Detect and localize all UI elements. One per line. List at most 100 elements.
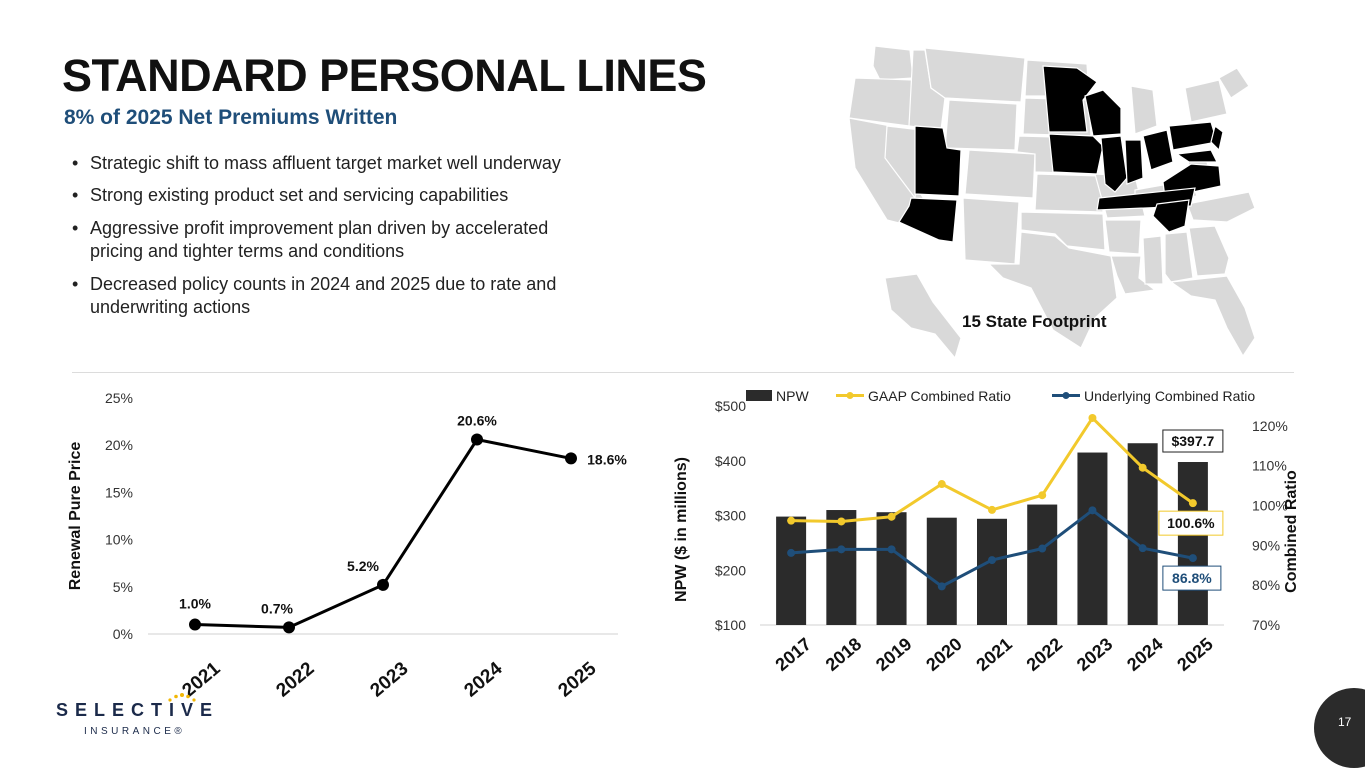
underlying-point bbox=[787, 548, 796, 557]
bullet-item: Strong existing product set and servicin… bbox=[70, 184, 670, 207]
us-map bbox=[848, 45, 1255, 360]
y-tick-label: $400 bbox=[715, 453, 746, 469]
state-tx bbox=[987, 231, 1118, 349]
gaap-point bbox=[1188, 499, 1197, 508]
npw-bar bbox=[1027, 504, 1058, 625]
section-divider bbox=[72, 372, 1294, 373]
page-number: 17 bbox=[1338, 715, 1352, 729]
x-tick-label: 2022 bbox=[273, 658, 319, 700]
underlying-point bbox=[1188, 554, 1197, 563]
x-tick-label: 2023 bbox=[367, 658, 413, 700]
bullet-list: Strategic shift to mass affluent target … bbox=[70, 152, 670, 329]
npw-bar bbox=[776, 516, 807, 625]
underlying-point bbox=[1088, 506, 1097, 515]
legend-marker bbox=[1062, 392, 1070, 399]
y-right-tick-label: 80% bbox=[1252, 577, 1280, 593]
data-point bbox=[565, 452, 577, 465]
y-right-tick-label: 110% bbox=[1252, 458, 1287, 474]
data-point bbox=[189, 618, 201, 631]
x-tick-label: 2022 bbox=[1023, 634, 1067, 675]
underlying-callout: 86.8% bbox=[1172, 570, 1212, 586]
state-or bbox=[848, 77, 914, 127]
gaap-point bbox=[837, 517, 846, 526]
x-tick-label: 2025 bbox=[1173, 634, 1217, 675]
npw-bar bbox=[1177, 462, 1208, 625]
state-ms bbox=[1142, 235, 1164, 285]
state-ut bbox=[914, 125, 962, 197]
gaap-point bbox=[1088, 413, 1097, 422]
state-ga bbox=[1188, 225, 1230, 277]
y-right-tick-label: 70% bbox=[1252, 617, 1280, 633]
state-mt bbox=[924, 47, 1026, 103]
gaap-point bbox=[1038, 491, 1047, 500]
logo-subtitle: INSURANCE® bbox=[84, 726, 186, 737]
data-label: 20.6% bbox=[457, 413, 497, 429]
map-label: 15 State Footprint bbox=[962, 312, 1107, 331]
y-tick-label: 5% bbox=[113, 579, 133, 595]
legend-label: NPW bbox=[776, 388, 809, 404]
data-label: 1.0% bbox=[179, 596, 211, 612]
gaap-point bbox=[787, 516, 796, 525]
underlying-point bbox=[937, 582, 946, 591]
underlying-point bbox=[1038, 544, 1047, 553]
x-tick-label: 2023 bbox=[1073, 634, 1117, 675]
x-tick-label: 2024 bbox=[1123, 634, 1167, 675]
state-pa bbox=[1168, 121, 1218, 151]
gaap-point bbox=[937, 480, 946, 489]
y-tick-label: $300 bbox=[715, 508, 746, 524]
underlying-point bbox=[887, 545, 896, 554]
state-mn bbox=[1042, 65, 1098, 133]
underlying-point bbox=[988, 556, 996, 565]
state-nj bbox=[1210, 124, 1224, 152]
state-ak bbox=[884, 273, 962, 360]
state-ne-states bbox=[1218, 67, 1250, 99]
y-tick-label: 25% bbox=[105, 390, 133, 406]
legend-label: Underlying Combined Ratio bbox=[1084, 388, 1255, 404]
data-point bbox=[377, 578, 389, 591]
y-tick-label: 20% bbox=[105, 437, 133, 453]
gaap-point bbox=[1138, 463, 1147, 472]
legend-label: GAAP Combined Ratio bbox=[868, 388, 1011, 404]
data-label: 0.7% bbox=[261, 600, 293, 616]
y-tick-label: 10% bbox=[105, 532, 133, 548]
npw-combined-ratio-chart: NPW GAAP Combined Ratio Underlying Combine… bbox=[673, 388, 1300, 675]
legend-marker bbox=[846, 392, 854, 399]
state-nc bbox=[1186, 191, 1255, 223]
data-label: 18.6% bbox=[587, 451, 627, 467]
bullet-item: Aggressive profit improvement plan drive… bbox=[70, 217, 590, 263]
state-fl bbox=[1169, 275, 1255, 358]
page-number-badge: 17 bbox=[1314, 688, 1365, 768]
gaap-point bbox=[887, 512, 896, 521]
state-ny bbox=[1184, 79, 1228, 123]
state-wi bbox=[1084, 89, 1122, 137]
state-sc bbox=[1152, 199, 1190, 233]
npw-bar bbox=[1077, 452, 1108, 625]
y-right-tick-label: 120% bbox=[1252, 418, 1288, 434]
state-ia bbox=[1048, 133, 1104, 175]
legend-swatch bbox=[746, 390, 772, 401]
underlying-point bbox=[1138, 544, 1147, 553]
state-wy bbox=[944, 99, 1018, 151]
state-az bbox=[898, 197, 958, 243]
npw-callout: $397.7 bbox=[1171, 433, 1214, 449]
data-label: 5.2% bbox=[347, 558, 379, 574]
state-ks bbox=[1034, 173, 1104, 213]
bullet-item: Strategic shift to mass affluent target … bbox=[70, 152, 670, 175]
npw-bar bbox=[876, 512, 907, 625]
map-footprint-states bbox=[898, 65, 1224, 243]
state-al bbox=[1164, 231, 1194, 283]
state-mi bbox=[1130, 85, 1158, 135]
npw-bar bbox=[977, 518, 1007, 625]
logo-name: SELECTIVE bbox=[56, 700, 220, 720]
state-nm bbox=[962, 197, 1020, 265]
x-tick-label: 2025 bbox=[555, 658, 601, 700]
y-right-tick-label: 100% bbox=[1252, 498, 1288, 514]
underlying-callout-box bbox=[1162, 565, 1222, 591]
y-right-axis-title: Combined Ratio bbox=[1283, 470, 1300, 593]
y-tick-label: $100 bbox=[715, 617, 746, 633]
data-point bbox=[471, 433, 483, 446]
series-line bbox=[194, 437, 572, 629]
x-tick-label: 2024 bbox=[461, 658, 507, 700]
underlying-point bbox=[837, 545, 846, 554]
renewal-pure-price-chart: 0% 5% 10% 15% 20% 25% Renewal Pure Price 1.0% 0.… bbox=[67, 390, 627, 700]
